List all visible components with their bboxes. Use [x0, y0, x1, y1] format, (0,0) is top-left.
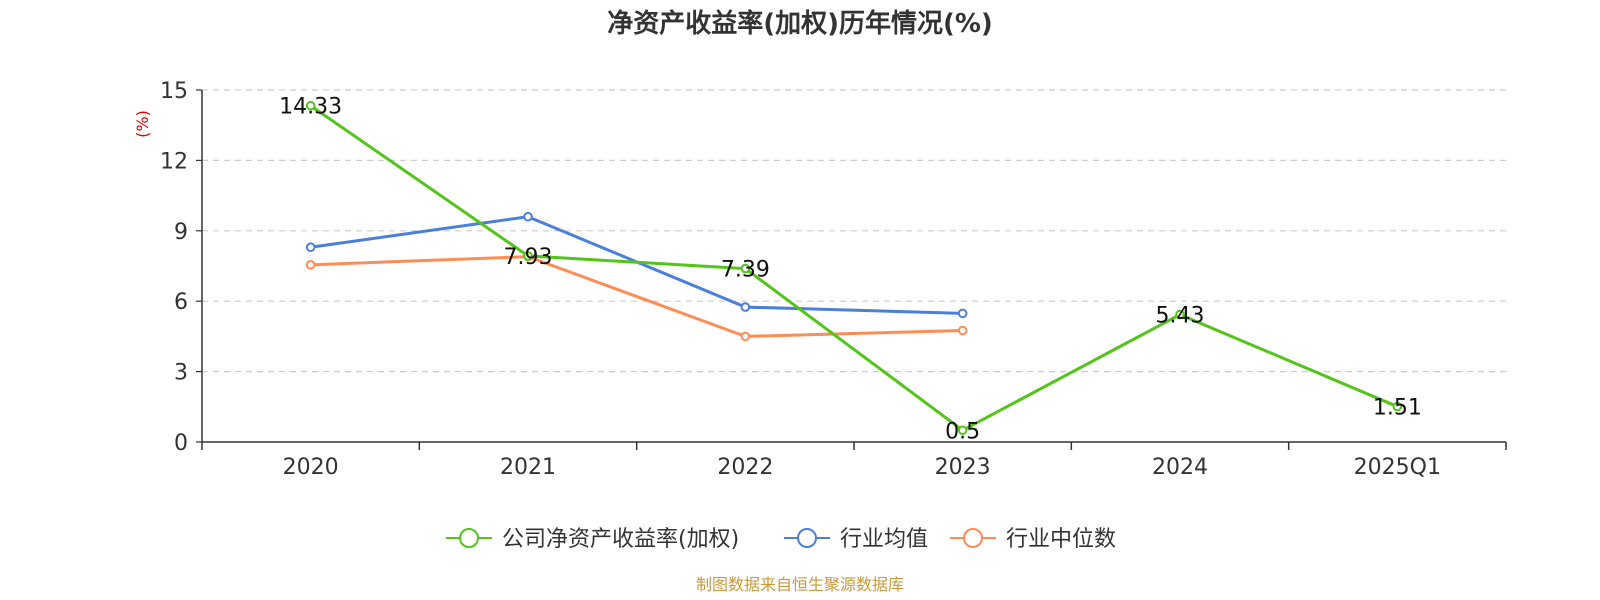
data-point	[740, 263, 751, 274]
y-tick-label: 12	[160, 149, 188, 174]
legend-marker	[459, 528, 479, 548]
data-point	[305, 242, 316, 253]
series-line-2	[310, 255, 963, 338]
data-point	[957, 308, 968, 319]
legend-marker	[797, 528, 817, 548]
x-tick-label: 2020	[283, 455, 339, 480]
data-label: 14.33	[279, 95, 342, 120]
data-label: 1.51	[1373, 396, 1422, 421]
x-tick-label: 2023	[935, 455, 991, 480]
data-label: 7.39	[721, 258, 770, 283]
legend-label: 行业中位数	[1006, 527, 1116, 552]
data-label: 7.93	[504, 245, 553, 270]
x-tick-label: 2024	[1152, 455, 1208, 480]
series-layer	[305, 100, 1403, 436]
data-point	[523, 211, 533, 222]
data-point	[305, 100, 316, 111]
legend-item-1[interactable]: 行业均值	[784, 527, 928, 552]
data-point	[740, 302, 751, 312]
y-tick-label: 9	[174, 220, 188, 245]
data-point	[957, 425, 968, 436]
x-tick-label: 2021	[500, 455, 556, 480]
data-point	[740, 331, 751, 342]
data-label: 0.5	[945, 419, 980, 444]
x-tick-label: 2025Q1	[1354, 455, 1441, 480]
legend-label: 行业均值	[840, 527, 928, 552]
y-axis-label: (%)	[133, 110, 152, 138]
data-point	[1392, 401, 1403, 412]
legend-item-0[interactable]: 公司净资产收益率(加权)	[446, 527, 739, 552]
series-line-0	[309, 104, 1398, 432]
legend[interactable]: 公司净资产收益率(加权) 行业均值 行业中位数	[446, 527, 1116, 552]
legend-item-2[interactable]: 行业中位数	[950, 527, 1116, 552]
data-labels: 14.33 7.93 7.39 0.5 5.43 1.51	[279, 95, 1422, 445]
x-tick-label: 2022	[717, 455, 773, 480]
data-point	[1175, 309, 1185, 320]
data-point	[305, 260, 316, 270]
data-label: 5.43	[1156, 304, 1205, 329]
data-point	[957, 325, 968, 336]
source-note: 制图数据来自恒生聚源数据库	[696, 575, 904, 594]
y-tick-label: 0	[174, 431, 188, 456]
y-tick-label: 6	[174, 290, 188, 315]
grid	[202, 89, 1506, 373]
y-tick-label: 3	[174, 361, 188, 386]
data-point	[523, 251, 533, 261]
y-tick-label: 15	[160, 79, 188, 104]
chart-title: 净资产收益率(加权)历年情况(%)	[607, 8, 993, 39]
axes: 0 3 6 9 12 15 2020 2021 2022 2023 2024 2025Q1	[160, 79, 1507, 480]
legend-marker	[963, 528, 983, 548]
legend-label: 公司净资产收益率(加权)	[502, 527, 739, 552]
